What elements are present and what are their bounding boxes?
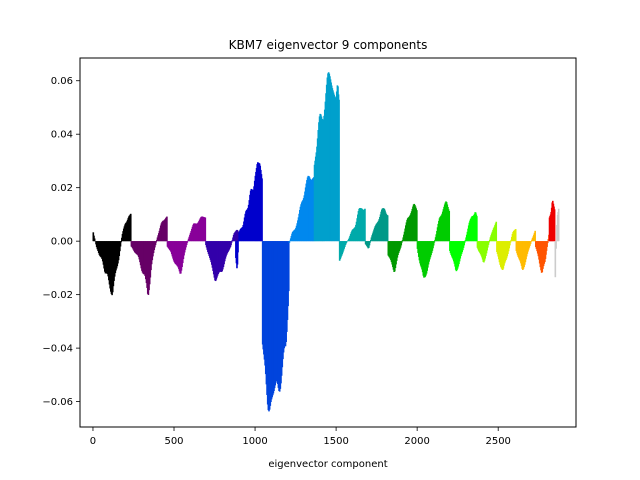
plot-area [92, 72, 560, 412]
series-18 [548, 200, 556, 242]
y-axis: −0.06 −0.04 −0.02 0.00 0.02 0.04 0.06 [42, 76, 80, 408]
series-2 [130, 216, 168, 295]
series-1 [92, 213, 132, 296]
series-16 [515, 230, 536, 270]
y-tick-label: 0.00 [51, 237, 73, 248]
x-tick-label: 0 [90, 436, 96, 447]
series-4 [205, 229, 240, 282]
y-tick-label: 0.02 [51, 183, 73, 194]
series-15 [496, 229, 517, 270]
series-6 [261, 241, 290, 412]
x-tick-label: 2000 [404, 436, 429, 447]
series-8 [313, 72, 340, 242]
x-axis: 0 500 1000 1500 2000 2500 [90, 427, 511, 447]
series-3 [166, 216, 207, 274]
y-tick-label: 0.06 [51, 76, 73, 87]
axes-frame [79, 57, 577, 428]
chart-title: KBM7 eigenvector 9 components [229, 38, 428, 52]
x-tick-label: 1000 [242, 436, 267, 447]
x-tick-label: 500 [164, 436, 183, 447]
x-axis-label: eigenvector component [268, 459, 387, 470]
series-12 [416, 201, 451, 278]
series-10 [364, 208, 389, 249]
series-5 [235, 162, 263, 269]
series-13 [449, 212, 478, 272]
y-tick-label: 0.04 [51, 130, 73, 141]
series-9 [338, 207, 366, 261]
x-tick-label: 2500 [485, 436, 510, 447]
y-tick-label: −0.02 [42, 290, 73, 301]
series-7 [288, 175, 315, 243]
y-tick-label: −0.04 [42, 344, 73, 355]
x-tick-label: 1500 [323, 436, 348, 447]
series-14 [476, 221, 498, 263]
series-19 [554, 208, 560, 278]
series-11 [387, 203, 418, 272]
y-tick-label: −0.06 [42, 397, 73, 408]
